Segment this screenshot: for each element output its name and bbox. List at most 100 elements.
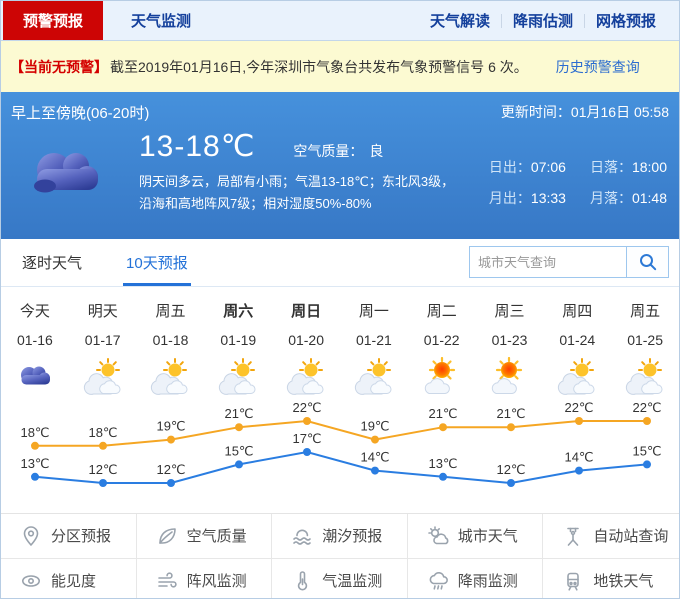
forecast-day-column: 周四 01-24 bbox=[543, 297, 611, 399]
quicklink-train[interactable]: 地铁天气 bbox=[543, 559, 679, 599]
day-name: 周三 bbox=[494, 303, 525, 320]
forecast-day-column: 周六 01-19 bbox=[204, 297, 272, 399]
low-temp-point bbox=[371, 466, 379, 475]
temperature-range: 13-18℃ bbox=[139, 130, 256, 163]
day-name: 周六 bbox=[223, 303, 254, 320]
weather-icon-sunny bbox=[420, 353, 464, 399]
alert-status: 【当前无预警】 bbox=[10, 58, 108, 75]
low-temp-label: 12℃ bbox=[496, 462, 525, 477]
high-temp-label: 18℃ bbox=[20, 425, 49, 440]
tab-weather-monitor[interactable]: 天气监测 bbox=[131, 13, 192, 30]
link-rain-estimate[interactable]: 降雨估测 bbox=[512, 13, 573, 30]
link-weather-interpretation[interactable]: 天气解读 bbox=[429, 13, 490, 30]
high-temp-label: 21℃ bbox=[496, 406, 525, 421]
top-nav-links: 天气解读 降雨估测 网格预报 bbox=[419, 1, 679, 40]
tab-ten-day-forecast[interactable]: 10天预报 bbox=[123, 252, 191, 286]
air-quality: 空气质量：良 bbox=[293, 143, 384, 159]
quicklink-leaf[interactable]: 空气质量 bbox=[136, 514, 273, 559]
forecast-day-column: 周三 01-23 bbox=[476, 297, 544, 399]
sun-cloud-icon bbox=[427, 525, 449, 547]
forecast-day-column: 周日 01-20 bbox=[272, 297, 340, 399]
history-warning-link[interactable]: 历史预警查询 bbox=[555, 58, 640, 75]
high-temp-point bbox=[575, 417, 583, 425]
quicklink-station[interactable]: 自动站查询 bbox=[543, 514, 679, 559]
high-temp-label: 21℃ bbox=[428, 406, 457, 421]
forecast-tab-bar: 逐时天气 10天预报 bbox=[1, 239, 679, 287]
weather-icon-partly bbox=[216, 353, 260, 399]
weather-icon-partly bbox=[284, 353, 328, 399]
day-date: 01-23 bbox=[491, 332, 528, 348]
quicklink-label: 自动站查询 bbox=[593, 528, 669, 546]
quicklink-label: 地铁天气 bbox=[593, 573, 654, 591]
leaf-icon bbox=[156, 525, 178, 547]
low-temp-line bbox=[34, 450, 648, 485]
low-temp-label: 13℃ bbox=[20, 456, 49, 471]
low-temp-point bbox=[167, 479, 175, 487]
city-search bbox=[469, 246, 669, 278]
rain-icon bbox=[427, 570, 449, 592]
top-nav: 预警预报 天气监测 天气解读 降雨估测 网格预报 bbox=[1, 1, 679, 41]
eye-icon bbox=[20, 570, 42, 592]
sunrise: 日出：07:06 bbox=[488, 158, 566, 175]
quicklink-wind[interactable]: 阵风监测 bbox=[137, 558, 273, 598]
low-temp-label: 12℃ bbox=[156, 462, 185, 477]
forecast-day-column: 周五 01-18 bbox=[137, 297, 205, 399]
high-temp-label: 18℃ bbox=[88, 425, 117, 440]
high-temp-point bbox=[167, 435, 175, 444]
forecast-day-grid: 今天 01-16 明天 01-17 周五 01-18 bbox=[1, 297, 679, 399]
quicklink-sun-cloud[interactable]: 城市天气 bbox=[407, 514, 544, 559]
location-pin-icon bbox=[20, 525, 42, 547]
quicklink-eye[interactable]: 能见度 bbox=[1, 558, 137, 598]
day-date: 01-16 bbox=[16, 332, 53, 348]
city-search-input[interactable] bbox=[469, 246, 627, 278]
search-button[interactable] bbox=[627, 246, 669, 278]
high-temp-label: 19℃ bbox=[156, 419, 185, 434]
high-temp-point bbox=[31, 441, 39, 450]
weather-icon-partly bbox=[623, 353, 667, 399]
high-temp-point bbox=[99, 441, 107, 450]
wind-icon bbox=[156, 570, 178, 592]
high-temp-point bbox=[507, 423, 515, 432]
quicklink-rain[interactable]: 降雨监测 bbox=[408, 558, 544, 598]
quicklink-location-pin[interactable]: 分区预报 bbox=[1, 514, 137, 559]
quicklink-label: 城市天气 bbox=[457, 528, 518, 546]
nav-divider bbox=[500, 13, 502, 28]
day-date: 01-17 bbox=[84, 332, 121, 348]
low-temp-point bbox=[303, 448, 311, 456]
day-date: 01-22 bbox=[423, 332, 460, 348]
high-temp-label: 22℃ bbox=[632, 400, 661, 415]
tab-hourly-weather[interactable]: 逐时天气 bbox=[22, 255, 83, 272]
high-temp-point bbox=[439, 423, 447, 432]
sunset: 日落：18:00 bbox=[589, 158, 667, 175]
station-icon bbox=[562, 525, 584, 547]
alert-bar: 【当前无预警】 截至2019年01月16日,今年深圳市气象台共发布气象预警信号 … bbox=[1, 41, 679, 92]
forecast-day-column: 周五 01-25 bbox=[611, 297, 679, 399]
quicklink-label: 能见度 bbox=[51, 573, 97, 591]
day-date: 01-25 bbox=[627, 332, 663, 348]
forecast-period: 早上至傍晚(06-20时) bbox=[11, 104, 150, 122]
low-temp-label: 17℃ bbox=[292, 431, 321, 446]
high-temp-point bbox=[643, 417, 651, 425]
weather-icon-cloudy bbox=[15, 353, 55, 399]
quicklink-thermometer[interactable]: 气温监测 bbox=[272, 558, 408, 598]
day-name: 周五 bbox=[155, 303, 186, 320]
moonset: 月落：01:48 bbox=[589, 189, 667, 206]
forecast-day-column: 周一 01-21 bbox=[340, 297, 408, 399]
nav-divider bbox=[583, 13, 585, 28]
day-date: 01-24 bbox=[559, 332, 596, 348]
day-name: 周四 bbox=[562, 303, 593, 320]
high-temp-label: 21℃ bbox=[224, 406, 253, 421]
low-temp-point bbox=[507, 479, 515, 487]
quicklink-wave[interactable]: 潮汐预报 bbox=[272, 514, 408, 559]
low-temp-point bbox=[439, 472, 447, 481]
high-temp-point bbox=[303, 417, 311, 425]
low-temp-label: 13℃ bbox=[428, 456, 457, 471]
weather-icon-sunny bbox=[487, 353, 531, 399]
link-grid-forecast[interactable]: 网格预报 bbox=[595, 13, 656, 30]
weather-icon-partly bbox=[555, 353, 599, 399]
forecast-day-column: 明天 01-17 bbox=[69, 297, 137, 399]
quicklink-label: 气温监测 bbox=[322, 573, 383, 591]
quicklink-label: 潮汐预报 bbox=[322, 528, 383, 546]
tab-warning-forecast[interactable]: 预警预报 bbox=[3, 1, 103, 40]
